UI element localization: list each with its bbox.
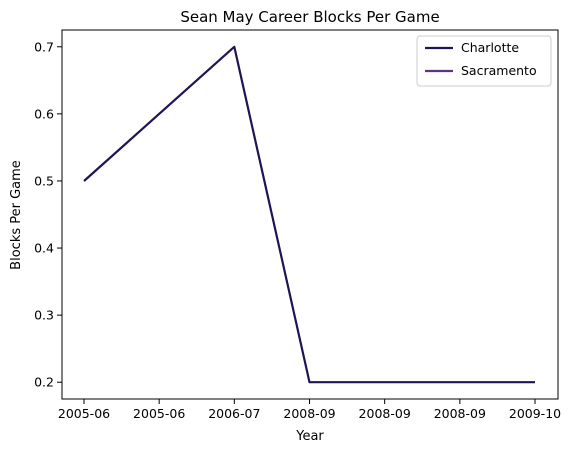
y-tick-label: 0.3 [34,308,54,323]
x-tick-label: 2006-07 [208,406,260,421]
x-tick-label: 2009-10 [509,406,561,421]
legend-label-sacramento: Sacramento [461,63,537,78]
x-tick-label: 2008-09 [359,406,411,421]
plot-area [61,29,559,400]
y-tick-label: 0.5 [34,173,54,188]
x-axis-label: Year [295,429,324,444]
legend: Charlotte Sacramento [416,35,552,87]
y-tick-label: 0.6 [34,106,54,121]
chart-title: Sean May Career Blocks Per Game [180,8,439,26]
axes [61,29,559,400]
x-tick-label: 2005-06 [133,406,185,421]
x-tick-label: 2008-09 [434,406,486,421]
series-layer [83,45,535,384]
series-line-charlotte [83,45,535,384]
legend-label-charlotte: Charlotte [461,40,519,55]
x-tick-label: 2008-09 [283,406,335,421]
x-tick-label: 2005-06 [58,406,110,421]
x-axis: 2005-06 2005-06 2006-07 2008-09 2008-09 2008-… [58,399,561,421]
y-axis-label: Blocks Per Game [9,160,24,270]
y-tick-label: 0.2 [34,375,54,390]
y-tick-label: 0.4 [34,241,54,256]
y-tick-label: 0.7 [34,39,54,54]
y-axis: 0.2 0.3 0.4 0.5 0.6 0.7 [34,39,62,390]
